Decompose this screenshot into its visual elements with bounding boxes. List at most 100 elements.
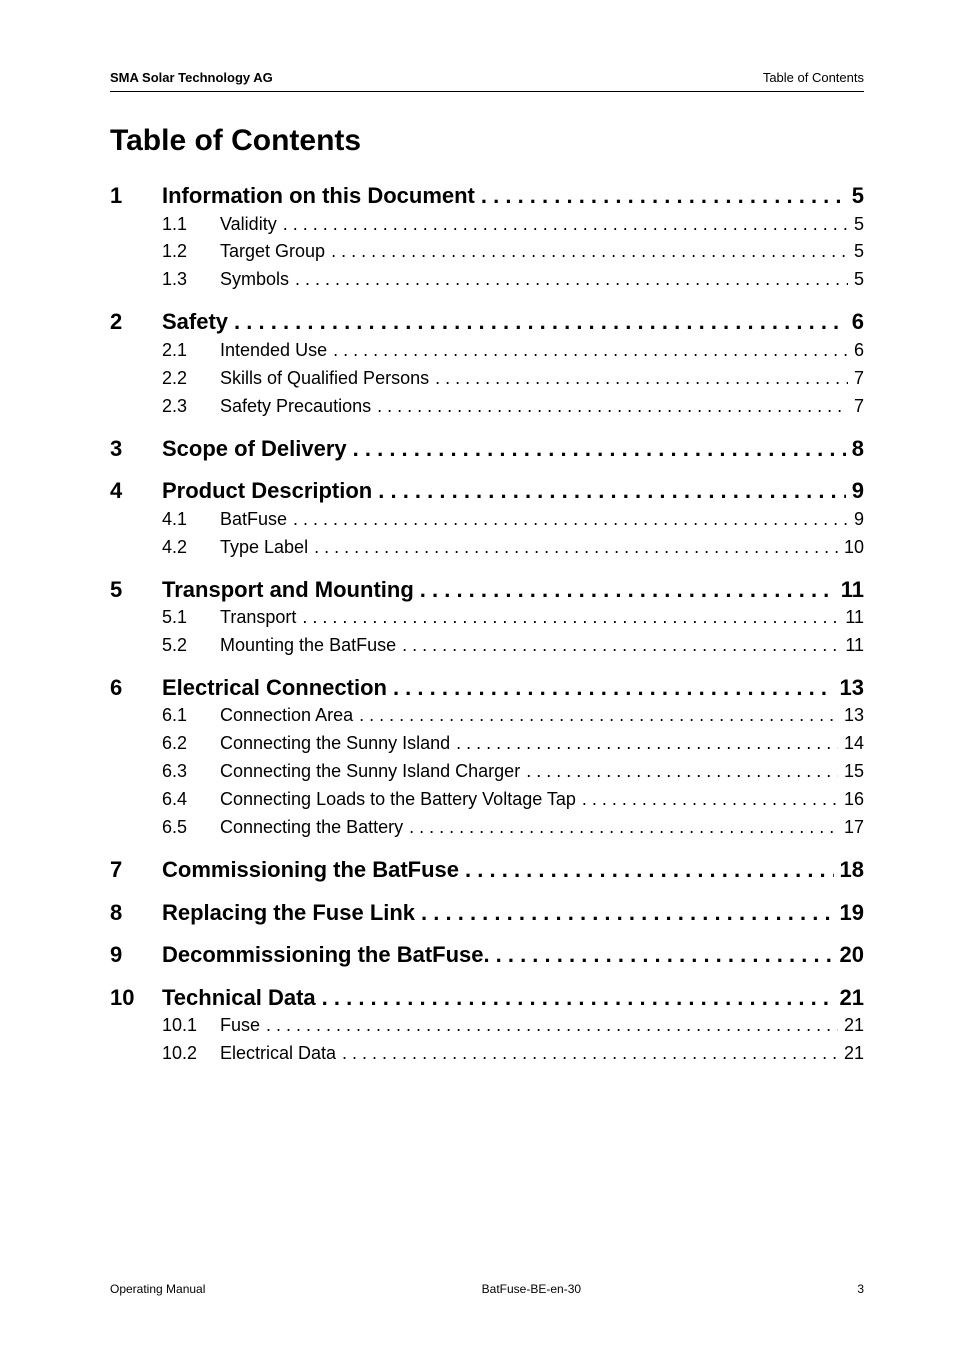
- toc-page: 10: [844, 534, 864, 562]
- toc-label: Skills of Qualified Persons: [220, 365, 429, 393]
- toc-row: 2.3Safety Precautions7: [110, 393, 864, 421]
- toc-label: Mounting the BatFuse: [220, 632, 396, 660]
- toc-row: 6.1Connection Area13: [110, 702, 864, 730]
- toc-label: Target Group: [220, 238, 325, 266]
- toc-leader-dots: [393, 674, 834, 703]
- toc-number: 7: [110, 856, 162, 885]
- toc-number: 4.1: [162, 506, 220, 534]
- toc-row: 10.1Fuse 21: [110, 1012, 864, 1040]
- toc-label: Validity: [220, 211, 277, 239]
- toc-row: 2.1Intended Use6: [110, 337, 864, 365]
- toc-row: 6.2Connecting the Sunny Island14: [110, 730, 864, 758]
- toc-label: Fuse: [220, 1012, 260, 1040]
- toc-row: 6.5Connecting the Battery 17: [110, 814, 864, 842]
- toc-number: 1: [110, 182, 162, 211]
- toc-row: 4Product Description9: [110, 477, 864, 506]
- toc-page: 18: [840, 856, 864, 885]
- toc-leader-dots: [359, 702, 838, 730]
- toc-leader-dots: [314, 534, 838, 562]
- toc-number: 6.1: [162, 702, 220, 730]
- toc-row: 1.1Validity5: [110, 211, 864, 239]
- toc-row: 1Information on this Document5: [110, 182, 864, 211]
- toc-label: Decommissioning the BatFuse.: [162, 941, 490, 970]
- toc-page: 6: [852, 308, 864, 337]
- toc-page: 5: [854, 238, 864, 266]
- toc-row: 6.4Connecting Loads to the Battery Volta…: [110, 786, 864, 814]
- toc-page: 7: [854, 365, 864, 393]
- toc-row: 2Safety 6: [110, 308, 864, 337]
- toc-label: Replacing the Fuse Link: [162, 899, 415, 928]
- toc-page: 6: [854, 337, 864, 365]
- toc-row: 9Decommissioning the BatFuse.20: [110, 941, 864, 970]
- toc-page: 16: [844, 786, 864, 814]
- toc-row: 6Electrical Connection13: [110, 674, 864, 703]
- toc-row: 2.2Skills of Qualified Persons 7: [110, 365, 864, 393]
- toc-page: 7: [854, 393, 864, 421]
- toc-leader-dots: [582, 786, 838, 814]
- toc-label: Electrical Data: [220, 1040, 336, 1068]
- toc-page: 11: [845, 604, 864, 632]
- toc-page: 15: [844, 758, 864, 786]
- toc-label: Type Label: [220, 534, 308, 562]
- toc-number: 6.4: [162, 786, 220, 814]
- toc-row: 5.2Mounting the BatFuse11: [110, 632, 864, 660]
- footer-right: 3: [857, 1282, 864, 1296]
- toc-row: 8Replacing the Fuse Link19: [110, 899, 864, 928]
- toc-row: 5.1Transport11: [110, 604, 864, 632]
- toc-number: 10: [110, 984, 162, 1013]
- toc-leader-dots: [409, 814, 838, 842]
- toc-row: 5Transport and Mounting 11: [110, 576, 864, 605]
- page-footer: Operating Manual BatFuse-BE-en-30 3: [110, 1282, 864, 1296]
- toc-number: 6.5: [162, 814, 220, 842]
- footer-left: Operating Manual: [110, 1282, 205, 1296]
- toc-label: Transport and Mounting: [162, 576, 414, 605]
- toc-number: 6.3: [162, 758, 220, 786]
- toc-number: 3: [110, 435, 162, 464]
- toc-number: 5: [110, 576, 162, 605]
- toc-page: 14: [844, 730, 864, 758]
- toc-label: Product Description: [162, 477, 372, 506]
- toc-label: Technical Data: [162, 984, 316, 1013]
- toc-number: 10.1: [162, 1012, 220, 1040]
- toc-leader-dots: [526, 758, 838, 786]
- toc-page: 8: [852, 435, 864, 464]
- toc-leader-dots: [378, 477, 846, 506]
- toc-label: BatFuse: [220, 506, 287, 534]
- toc-number: 5.1: [162, 604, 220, 632]
- header-section: Table of Contents: [763, 70, 864, 85]
- toc-row: 10Technical Data 21: [110, 984, 864, 1013]
- toc-page: 9: [852, 477, 864, 506]
- toc-label: Safety: [162, 308, 228, 337]
- toc-leader-dots: [465, 856, 833, 885]
- toc-page: 5: [852, 182, 864, 211]
- toc-row: 1.2Target Group5: [110, 238, 864, 266]
- toc-page: 21: [844, 1012, 864, 1040]
- toc-leader-dots: [421, 899, 833, 928]
- toc-leader-dots: [283, 211, 848, 239]
- toc-leader-dots: [402, 632, 839, 660]
- toc-number: 5.2: [162, 632, 220, 660]
- toc-list: 1Information on this Document51.1Validit…: [110, 182, 864, 1068]
- toc-page: 21: [840, 984, 864, 1013]
- toc-page: 17: [844, 814, 864, 842]
- toc-label: Commissioning the BatFuse: [162, 856, 459, 885]
- toc-leader-dots: [266, 1012, 838, 1040]
- toc-number: 2.2: [162, 365, 220, 393]
- toc-label: Safety Precautions: [220, 393, 371, 421]
- toc-row: 6.3Connecting the Sunny Island Charger15: [110, 758, 864, 786]
- toc-leader-dots: [234, 308, 846, 337]
- toc-label: Intended Use: [220, 337, 327, 365]
- toc-leader-dots: [342, 1040, 838, 1068]
- toc-label: Connecting the Battery: [220, 814, 403, 842]
- toc-page: 11: [841, 576, 864, 605]
- toc-leader-dots: [420, 576, 835, 605]
- toc-label: Electrical Connection: [162, 674, 387, 703]
- toc-label: Scope of Delivery: [162, 435, 347, 464]
- toc-label: Symbols: [220, 266, 289, 294]
- toc-number: 6.2: [162, 730, 220, 758]
- toc-label: Connection Area: [220, 702, 353, 730]
- toc-number: 1.3: [162, 266, 220, 294]
- toc-page: 5: [854, 211, 864, 239]
- toc-number: 2: [110, 308, 162, 337]
- toc-leader-dots: [295, 266, 848, 294]
